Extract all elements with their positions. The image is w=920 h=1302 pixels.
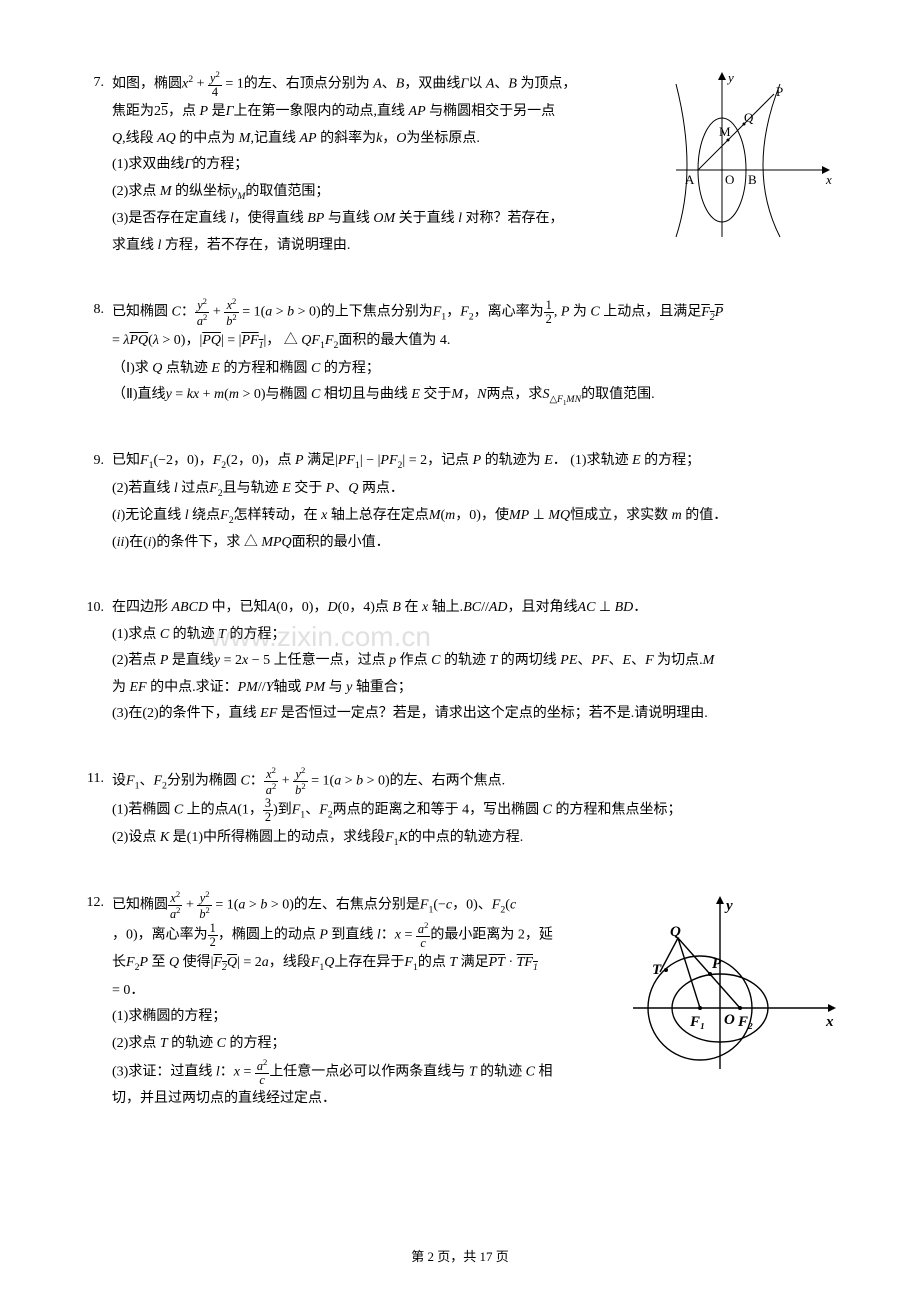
- svg-text:x: x: [825, 172, 832, 187]
- problem: 7. y x A O B M Q P 如图，椭圆x2 + y24 = 1的左、右…: [80, 70, 840, 259]
- problem: 8.已知椭圆 C：y2a2 + x2b2 = 1(a > b > 0)的上下焦点…: [80, 297, 840, 410]
- problem-line: 切，并且过两切点的直线经过定点．: [112, 1086, 840, 1113]
- problem: 12. y x Q T P O F₁ F₂ 已知椭圆x2a2 + y2b2 = …: [80, 890, 840, 1113]
- problem-number: 10.: [80, 595, 112, 622]
- svg-text:F₁: F₁: [689, 1014, 705, 1030]
- problem-number: 7.: [80, 70, 112, 97]
- problem-line: (1)若椭圆 C 上的点A(1，32)到F1、F2两点的距离之和等于 4，写出椭…: [112, 797, 840, 825]
- problem-number: 12.: [80, 890, 112, 917]
- problem-body: 设F1、F2分别为椭圆 C：x2a2 + y2b2 = 1(a > b > 0)…: [112, 766, 840, 852]
- problem: 10.在四边形 ABCD 中，已知A(0，0)，D(0，4)点 B 在 x 轴上…: [80, 595, 840, 728]
- problem-body: y x A O B M Q P 如图，椭圆x2 + y24 = 1的左、右顶点分…: [112, 70, 840, 259]
- problem-line: （Ⅰ)求 Q 点轨迹 E 的方程和椭圆 C 的方程；: [112, 356, 840, 383]
- svg-text:Q: Q: [670, 924, 681, 940]
- problem: 11.设F1、F2分别为椭圆 C：x2a2 + y2b2 = 1(a > b >…: [80, 766, 840, 852]
- problem-line: (ii)在(i)的条件下，求 △ MPQ面积的最小值．: [112, 530, 840, 557]
- svg-text:y: y: [724, 898, 733, 914]
- svg-text:M: M: [719, 124, 731, 139]
- svg-text:T: T: [652, 962, 662, 978]
- svg-text:A: A: [685, 172, 695, 187]
- problem-body: 已知椭圆 C：y2a2 + x2b2 = 1(a > b > 0)的上下焦点分别…: [112, 297, 840, 410]
- figure-wrapper: y x Q T P O F₁ F₂: [625, 890, 840, 1086]
- problem-line: (i)无论直线 l 绕点F2怎样转动，在 x 轴上总存在定点M(m，0)，使MP…: [112, 503, 840, 530]
- svg-text:P: P: [776, 84, 783, 99]
- figure-hyperbola-ellipse: y x A O B M Q P: [670, 70, 840, 245]
- problem-body: y x Q T P O F₁ F₂ 已知椭圆x2a2 + y2b2 = 1(a …: [112, 890, 840, 1113]
- problem-line: (1)求点 C 的轨迹 T 的方程；: [112, 622, 840, 649]
- problem-number: 8.: [80, 297, 112, 324]
- figure-ellipse-circle: y x Q T P O F₁ F₂: [625, 890, 840, 1075]
- svg-text:F₂: F₂: [737, 1014, 753, 1030]
- problem-line: (2)若点 P 是直线y = 2x − 5 上任意一点，过点 p 作点 C 的轨…: [112, 648, 840, 675]
- svg-text:Q: Q: [744, 110, 754, 125]
- problem-line: = λPQ(λ > 0)，|PQ| = |PF1|， △ QF1F2面积的最大值…: [112, 328, 840, 355]
- problem-line: 已知F1(−2，0)，F2(2，0)，点 P 满足|PF1| − |PF2| =…: [112, 448, 840, 475]
- problem-line: (2)设点 K 是(1)中所得椭圆上的动点，求线段F1K的中点的轨迹方程.: [112, 825, 840, 852]
- svg-text:O: O: [724, 1012, 735, 1028]
- problem-line: （Ⅱ)直线y = kx + m(m > 0)与椭圆 C 相切且与曲线 E 交于M…: [112, 382, 840, 410]
- problem-line: 设F1、F2分别为椭圆 C：x2a2 + y2b2 = 1(a > b > 0)…: [112, 766, 840, 797]
- problem: 9.已知F1(−2，0)，F2(2，0)，点 P 满足|PF1| − |PF2|…: [80, 448, 840, 557]
- problem-line: (2)若直线 l 过点F2且与轨迹 E 交于 P、Q 两点．: [112, 476, 840, 503]
- problem-number: 9.: [80, 448, 112, 475]
- problem-body: 在四边形 ABCD 中，已知A(0，0)，D(0，4)点 B 在 x 轴上.BC…: [112, 595, 840, 728]
- problem-line: (3)在(2)的条件下，直线 EF 是否恒过一定点？若是，请求出这个定点的坐标；…: [112, 701, 840, 728]
- svg-text:B: B: [748, 172, 757, 187]
- problem-line: 在四边形 ABCD 中，已知A(0，0)，D(0，4)点 B 在 x 轴上.BC…: [112, 595, 840, 622]
- svg-text:P: P: [712, 956, 722, 972]
- svg-text:y: y: [726, 70, 734, 85]
- svg-text:O: O: [725, 172, 734, 187]
- problem-number: 11.: [80, 766, 112, 793]
- problem-line: 已知椭圆 C：y2a2 + x2b2 = 1(a > b > 0)的上下焦点分别…: [112, 297, 840, 328]
- figure-wrapper: y x A O B M Q P: [670, 70, 840, 256]
- page-footer: 第 2 页，共 17 页: [0, 1245, 920, 1270]
- svg-text:x: x: [825, 1014, 834, 1030]
- problem-line: 为 EF 的中点.求证：PM//Y轴或 PM 与 y 轴重合；: [112, 675, 840, 702]
- problem-body: 已知F1(−2，0)，F2(2，0)，点 P 满足|PF1| − |PF2| =…: [112, 448, 840, 557]
